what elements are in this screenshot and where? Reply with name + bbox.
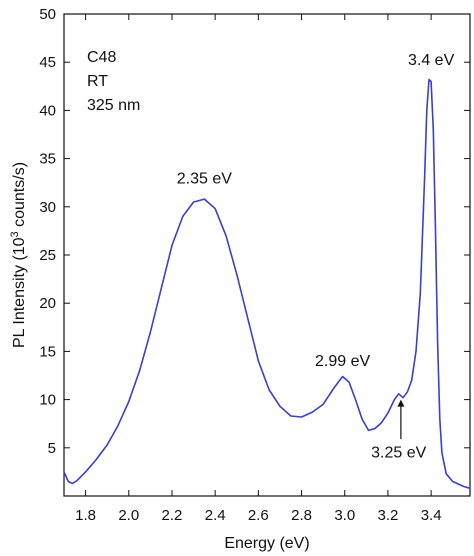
y-axis-title-unit: counts/s): [11, 162, 28, 231]
x-tick-label: 3.4: [421, 507, 442, 524]
peak-label-3-4: 3.4 eV: [408, 52, 455, 69]
x-tick-label: 3.0: [334, 507, 355, 524]
y-tick-label: 45: [39, 54, 56, 71]
excitation-wavelength-text: 325 nm: [87, 97, 140, 114]
peak-label-2-99: 2.99 eV: [315, 353, 370, 370]
plot-frame: [63, 13, 471, 497]
peak-label-2-35: 2.35 eV: [177, 171, 232, 188]
y-axis-title-exponent: 3: [9, 231, 21, 237]
x-tick-label: 2.2: [162, 507, 183, 524]
y-axis-ticks: 5 10 15 20 25 30 35 40 45 50: [39, 6, 470, 457]
pl-spectrum-line: [63, 78, 471, 490]
x-tick-label: 1.8: [75, 507, 96, 524]
sample-id-text: C48: [87, 49, 116, 66]
x-tick-label: 2.4: [205, 507, 226, 524]
x-axis-title: Energy (eV): [224, 535, 309, 552]
y-tick-label: 10: [39, 392, 56, 409]
x-axis-ticks: 1.8 2.0 2.2 2.4 2.6 2.8 3.0 3.2 3.4: [75, 14, 442, 524]
x-tick-label: 3.2: [378, 507, 399, 524]
peak-label-3-25: 3.25 eV: [371, 444, 426, 461]
y-tick-label: 15: [39, 343, 56, 360]
x-tick-label: 2.8: [291, 507, 312, 524]
y-tick-label: 50: [39, 6, 56, 23]
y-axis-title-main: PL Intensity (10: [11, 237, 28, 348]
x-tick-label: 2.0: [118, 507, 139, 524]
temperature-text: RT: [87, 73, 108, 90]
x-tick-label: 2.6: [248, 507, 269, 524]
y-axis-title: PL Intensity (103 counts/s): [9, 162, 28, 348]
y-tick-label: 40: [39, 102, 56, 119]
y-tick-label: 5: [48, 440, 56, 457]
y-tick-label: 25: [39, 247, 56, 264]
y-tick-label: 30: [39, 199, 56, 216]
y-tick-label: 35: [39, 151, 56, 168]
y-tick-label: 20: [39, 295, 56, 312]
shoulder-arrow-head: [397, 399, 405, 407]
